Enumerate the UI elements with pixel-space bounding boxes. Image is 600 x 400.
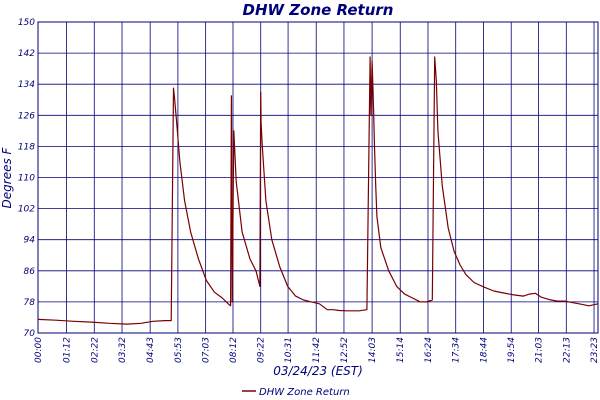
y-tick-label: 134 [18,80,35,90]
series-line-dhw-zone-return [37,56,599,325]
x-tick-label: 16:24 [424,337,434,363]
x-tick-label: 03:32 [118,337,128,363]
x-tick-label: 02:22 [90,337,100,363]
x-axis-label: 03/24/23 (EST) [273,364,363,378]
y-tick-label: 102 [18,205,35,215]
chart-grid [37,21,598,334]
y-tick-label: 110 [18,174,35,184]
x-tick-label: 10:31 [284,337,294,363]
y-tick-label: 118 [18,142,35,152]
y-tick-label: 78 [24,298,36,308]
legend: DHW Zone Return [242,387,350,398]
y-axis-label: Degrees F [0,146,14,208]
x-tick-label: 15:14 [396,337,406,363]
x-tick-label: 14:03 [368,337,378,363]
legend-label: DHW Zone Return [259,387,350,398]
x-tick-label: 08:12 [229,337,239,363]
x-tick-label: 22:13 [562,337,572,363]
x-tick-label: 09:22 [257,337,267,363]
x-tick-label: 01:12 [63,337,73,363]
x-tick-label: 07:03 [202,337,212,363]
y-tick-label: 126 [18,111,35,121]
y-tick-labels: 70 78 86 94 102 110 118 126 134 142 150 [18,18,35,339]
x-tick-label: 00:00 [34,337,44,363]
x-tick-label: 19:54 [507,337,517,363]
x-tick-label: 17:34 [452,337,462,363]
y-tick-label: 94 [24,236,36,246]
x-tick-label: 18:44 [479,337,489,363]
y-tick-label: 150 [18,18,35,28]
x-tick-label: 11:42 [312,337,322,363]
chart-title: DHW Zone Return [243,1,394,19]
x-tick-label: 21:03 [535,337,545,363]
y-tick-label: 142 [18,49,35,59]
x-tick-labels: 00:00 01:12 02:22 03:32 04:43 05:53 07:03 08:12… [34,337,600,363]
x-tick-label: 05:53 [174,337,184,363]
y-tick-label: 86 [24,267,36,277]
x-tick-label: 12:52 [340,337,350,363]
x-tick-label: 23:23 [590,337,600,363]
y-tick-label: 70 [24,329,36,339]
plot-frame [37,21,599,334]
x-tick-label: 04:43 [146,337,156,363]
